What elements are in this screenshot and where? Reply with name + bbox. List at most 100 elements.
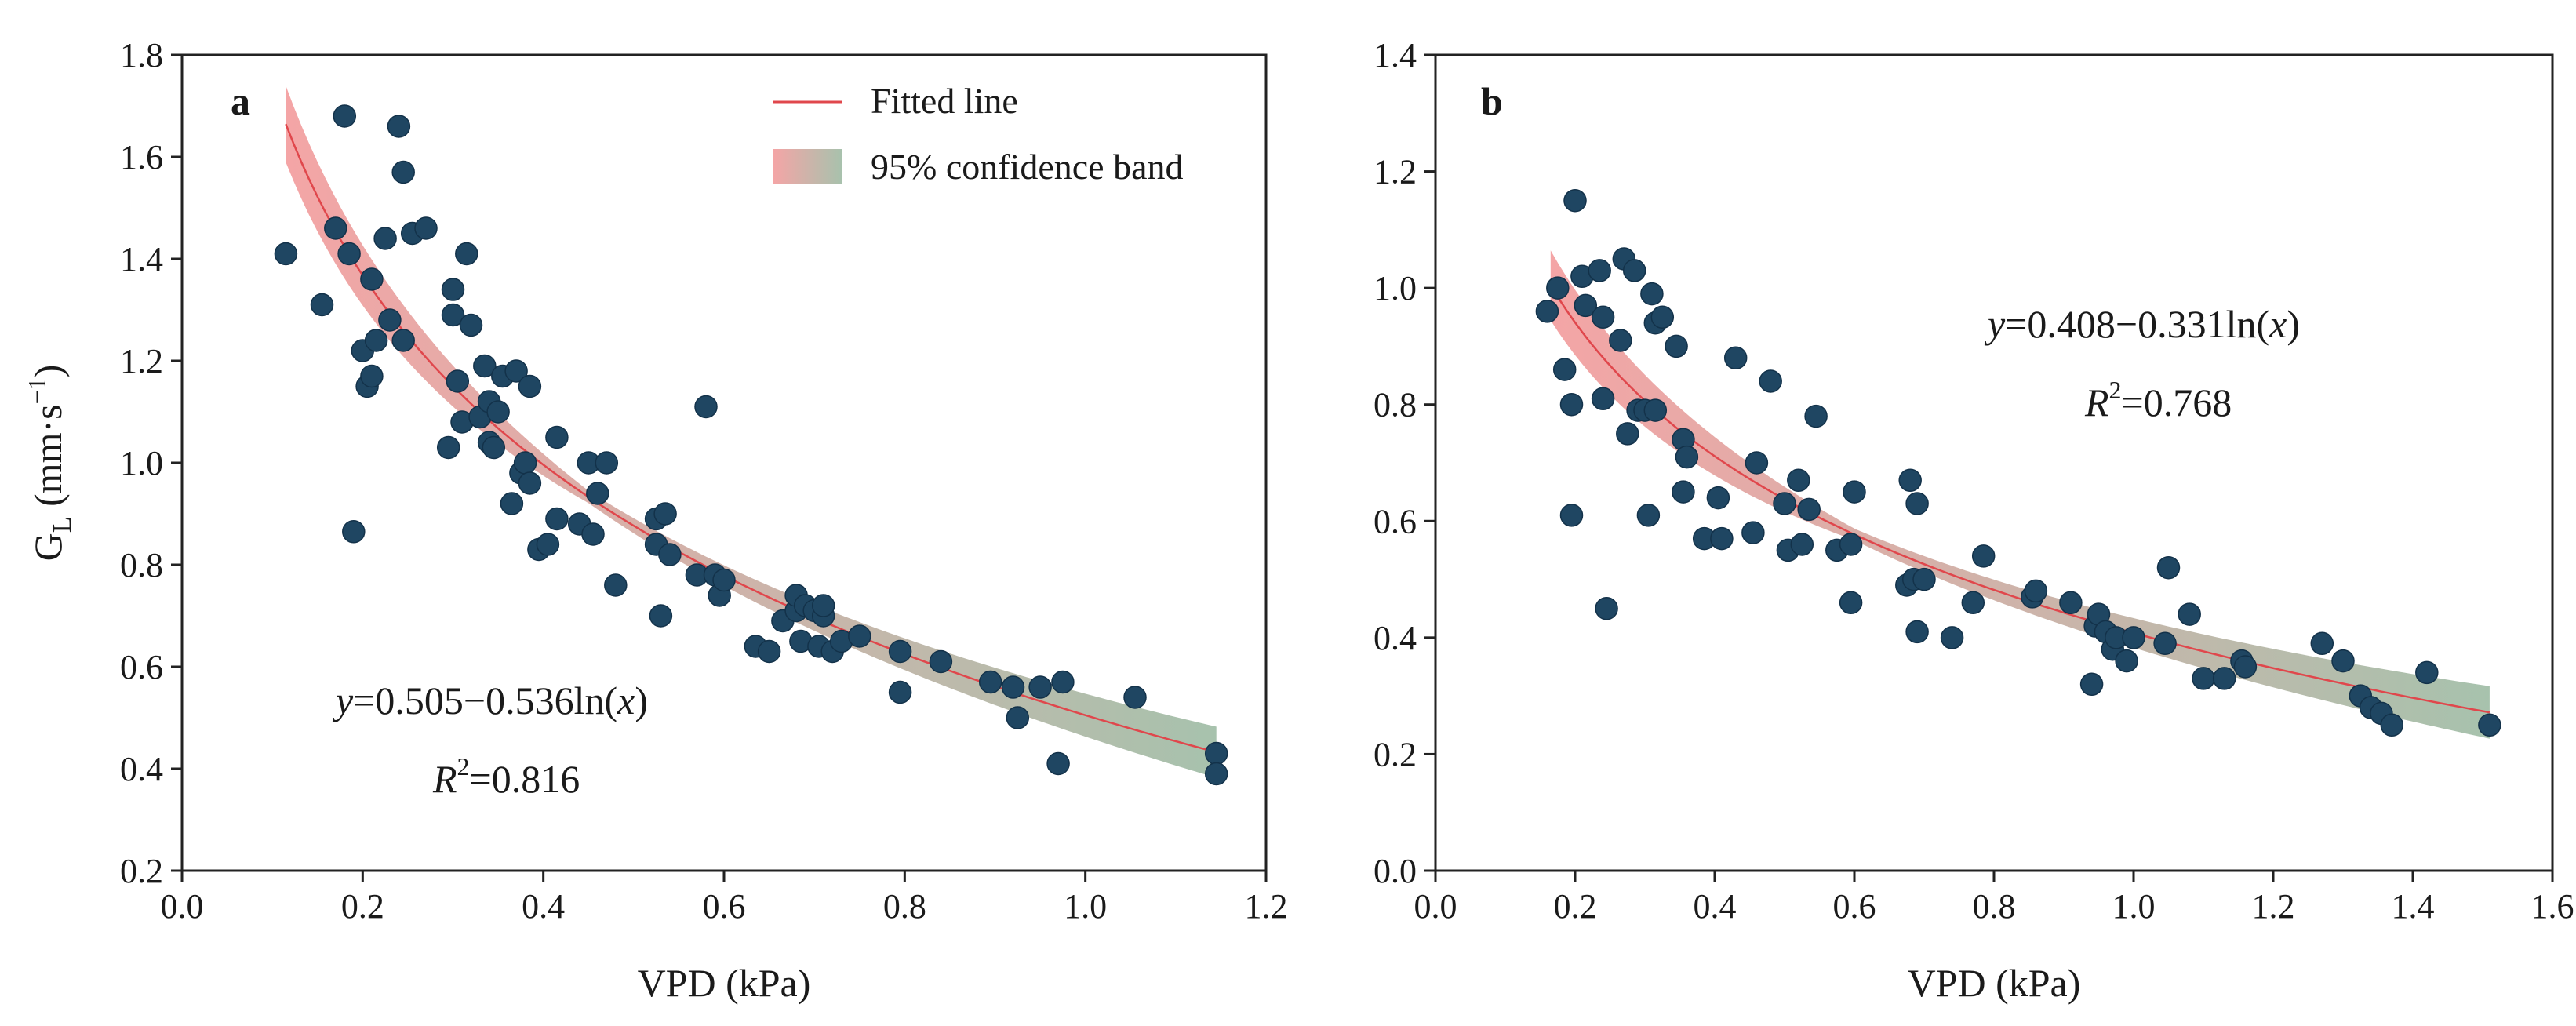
x-axis-ticks: 0.0 0.2 0.4 0.6 0.8 1.0 1.2 1.4 1.6	[1414, 871, 2574, 926]
data-point	[1643, 398, 1668, 422]
data-point	[364, 329, 388, 352]
x-tick-label: 0.6	[703, 887, 746, 926]
x-axis-title: VPD (kPa)	[638, 961, 811, 1005]
y-tick-label: 1.2	[120, 342, 163, 380]
data-point	[1636, 504, 1661, 527]
data-point	[1665, 334, 1688, 358]
legend: Fitted line 95% confidence band	[773, 81, 1184, 187]
panel-b: 0.0 0.2 0.4 0.6 0.8 1.0 1.2 1.4 1.6 0.0 0.2 0.4 0.6…	[1374, 36, 2574, 1005]
y-tick-label: 0.2	[1374, 735, 1417, 773]
data-point	[455, 242, 478, 266]
r-squared: R2=0.816	[432, 752, 580, 801]
data-point	[518, 374, 542, 398]
data-point	[518, 471, 542, 495]
data-point	[1051, 670, 1075, 694]
data-point	[360, 267, 384, 291]
data-point	[978, 670, 1002, 694]
fitted-line-layer	[1549, 285, 2490, 714]
data-point	[586, 482, 609, 505]
data-point	[360, 364, 384, 388]
r2-sup: 2	[457, 752, 470, 780]
x-axis-ticks: 0.0 0.2 0.4 0.6 0.8 1.0 1.2	[161, 871, 1288, 926]
x-tick-label: 0.0	[1414, 887, 1457, 926]
x-tick-label: 0.8	[1973, 887, 2016, 926]
data-point	[757, 639, 781, 664]
data-point	[1563, 188, 1587, 213]
y-title-sub: L	[48, 516, 77, 533]
data-point	[1559, 504, 1584, 527]
data-point	[1912, 567, 1936, 591]
y-title-units-pre: (mm·s	[26, 404, 70, 516]
data-point	[2079, 672, 2104, 697]
eq-close: )	[2287, 302, 2300, 346]
plot-frame	[1434, 53, 2554, 872]
y-title-units-sup: −1	[23, 377, 51, 404]
data-point	[1905, 492, 1929, 515]
eq-close: )	[635, 679, 648, 722]
data-point	[2115, 649, 2138, 673]
x-tick-label: 0.0	[161, 887, 204, 926]
data-point	[274, 242, 298, 266]
data-point	[342, 520, 366, 544]
data-point	[2156, 555, 2181, 580]
data-point	[1574, 293, 1598, 318]
data-point	[2331, 649, 2355, 673]
fitted-line	[285, 123, 1217, 754]
data-point	[1595, 596, 1618, 620]
data-point	[1591, 305, 1615, 329]
x-tick-label: 1.0	[2112, 887, 2156, 926]
y-tick-label: 1.2	[1374, 153, 1417, 191]
data-point	[337, 242, 361, 266]
data-point	[513, 451, 537, 475]
x-axis-title: VPD (kPa)	[1908, 961, 2081, 1005]
data-point	[387, 115, 411, 138]
data-point	[373, 227, 397, 250]
data-point	[1559, 392, 1584, 417]
eq-rhs: =0.505−0.536ln(	[353, 679, 617, 722]
y-tick-label: 0.2	[120, 852, 163, 890]
data-point	[1609, 329, 1632, 352]
data-point	[581, 522, 605, 546]
data-point	[1588, 259, 1611, 282]
y-tick-label: 1.6	[120, 138, 163, 176]
data-point	[1204, 762, 1228, 786]
data-point	[2415, 660, 2439, 685]
data-point	[2122, 626, 2145, 649]
data-point	[1940, 626, 1964, 649]
data-point	[391, 329, 415, 352]
y-axis-ticks: 0.2 0.4 0.6 0.8 1.0 1.2 1.4 1.6 1.8	[120, 36, 182, 890]
y-tick-label: 0.4	[1374, 619, 1417, 657]
eq-x: x	[2269, 302, 2287, 346]
data-point	[1745, 451, 1769, 475]
y-tick-label: 1.4	[120, 240, 163, 278]
data-point	[1804, 404, 1828, 428]
fit-equation: y=0.408−0.331ln(x)	[1984, 302, 2300, 346]
x-tick-label: 0.2	[1554, 887, 1597, 926]
y-title-units-post: )	[26, 365, 70, 378]
confidence-band	[1550, 250, 2490, 739]
data-point	[486, 400, 510, 424]
data-point	[2310, 631, 2334, 656]
data-point	[658, 543, 682, 566]
r2-value: =0.816	[470, 757, 580, 801]
y-axis-ticks: 0.0 0.2 0.4 0.6 0.8 1.0 1.2 1.4	[1374, 36, 1435, 890]
x-tick-label: 1.2	[1245, 887, 1288, 926]
r2-value: =0.768	[2122, 380, 2232, 424]
data-point	[1839, 591, 1863, 615]
data-point	[1640, 282, 1664, 306]
r2-r: R	[2084, 380, 2109, 424]
data-point	[1204, 741, 1228, 766]
data-point	[310, 293, 334, 317]
eq-rhs: =0.408−0.331ln(	[2005, 302, 2269, 346]
r2-sup: 2	[2109, 376, 2122, 404]
data-point	[536, 533, 560, 556]
legend-band-swatch	[773, 149, 842, 184]
data-point	[545, 425, 569, 449]
x-tick-label: 1.0	[1064, 887, 1107, 926]
legend-band-label: 95% confidence band	[871, 147, 1184, 187]
data-point	[1723, 346, 1748, 370]
data-point	[1787, 468, 1810, 493]
scatter-points	[1535, 188, 2501, 737]
data-point	[2024, 579, 2048, 603]
y-tick-label: 1.4	[1374, 36, 1417, 75]
